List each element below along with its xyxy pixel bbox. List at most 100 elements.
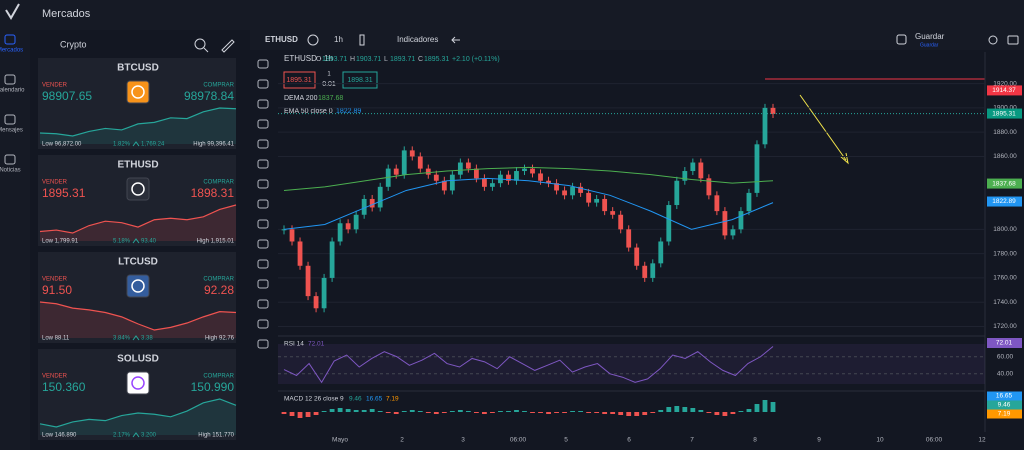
tool-icon[interactable] (257, 179, 269, 189)
macd-bar (482, 412, 487, 414)
tool-icon[interactable] (257, 259, 269, 269)
price-tag-label: 1837.68 (992, 180, 1016, 187)
tool-icon[interactable] (257, 159, 269, 169)
ohlc-value: 1893.71 (322, 56, 347, 63)
candle (746, 192, 752, 212)
macd-bar (337, 408, 343, 412)
nav-icon[interactable] (4, 154, 16, 165)
macd-bar (674, 406, 680, 412)
x-tick-label: 06:00 (510, 437, 527, 444)
buy-price[interactable]: 150.990 (191, 380, 235, 394)
edit-icon[interactable] (221, 39, 235, 53)
sparkline (39, 204, 237, 234)
tool-icon[interactable] (257, 339, 269, 349)
settings-icon[interactable] (988, 35, 998, 45)
macd-bar (626, 412, 632, 416)
candle (770, 107, 776, 114)
add-symbol[interactable] (307, 34, 319, 46)
coin-logo-mark (131, 85, 145, 99)
candle (490, 183, 495, 187)
change: 3.84% (113, 336, 131, 342)
layout-icon[interactable] (896, 34, 907, 45)
watchlist-category[interactable]: Crypto (60, 39, 87, 49)
card-symbol: SOLUSD (117, 354, 159, 365)
macd-bar (329, 409, 335, 412)
nav-icon[interactable] (4, 114, 16, 125)
toolbar-interval[interactable]: 1h (334, 35, 343, 44)
macd-bar (618, 412, 624, 415)
buy-box[interactable] (342, 71, 378, 89)
buy-price[interactable]: 92.28 (204, 283, 234, 297)
nav-icon[interactable] (4, 74, 16, 85)
nav-label[interactable]: Mercados (0, 48, 23, 54)
price-tag (987, 178, 1022, 189)
macd-bar (369, 409, 375, 412)
macd-bar (345, 409, 351, 412)
y-tick-label: 1720.00 (993, 323, 1017, 330)
tool-icon[interactable] (257, 99, 269, 109)
change-arrow (132, 238, 140, 244)
tool-icon[interactable] (257, 199, 269, 209)
nav-label[interactable]: Noticias (0, 168, 21, 174)
macd-bar (578, 411, 584, 412)
nav-icon[interactable] (4, 34, 16, 45)
tool-icon[interactable] (257, 239, 269, 249)
tool-icon[interactable] (257, 79, 269, 89)
sell-price[interactable]: 1895.31 (42, 186, 86, 200)
buy-price[interactable]: 1898.31 (191, 186, 235, 200)
ema-name: EMA 50 close 0 (284, 108, 333, 115)
macd-bar (449, 411, 455, 412)
sell-box[interactable] (283, 71, 316, 89)
candle (329, 241, 335, 278)
x-tick-label: 5 (564, 437, 568, 444)
coin-logo (126, 80, 150, 104)
macd-bar (746, 409, 752, 412)
nav-label[interactable]: Mensajes (0, 128, 23, 134)
nav-label[interactable]: Calendario (0, 88, 25, 94)
buy-price[interactable]: 98978.84 (184, 89, 234, 103)
candle (658, 241, 664, 264)
macd-bar (546, 412, 551, 414)
low: Low 88.11 (42, 336, 70, 342)
candle-type-icon[interactable] (359, 34, 365, 46)
tool-icon[interactable] (257, 279, 269, 289)
rsi-tick-label: 40.00 (997, 371, 1014, 378)
change-abs: 93.40 (141, 239, 157, 245)
coin-logo (126, 274, 150, 298)
sell-price[interactable]: 150.360 (42, 380, 86, 394)
tool-icon[interactable] (257, 59, 269, 69)
macd-tag-label: 7.19 (998, 411, 1011, 418)
candle (650, 263, 656, 278)
candle (722, 211, 728, 236)
toolbar-symbol[interactable]: ETHUSD (265, 35, 298, 44)
undo-icon[interactable] (451, 36, 460, 44)
candle (369, 198, 375, 208)
candle (281, 229, 287, 231)
buy-box-text[interactable]: 1898.31 (347, 77, 372, 84)
sell-price[interactable]: 98907.65 (42, 89, 92, 103)
macd-name: MACD 12 26 close 9 (284, 396, 344, 403)
logo (5, 3, 20, 20)
macd-bar (490, 412, 495, 413)
tool-icon[interactable] (257, 299, 269, 309)
camera-icon[interactable] (1007, 35, 1019, 45)
change: 5.18% (113, 239, 131, 245)
macd-bar (393, 412, 399, 414)
candle (305, 265, 311, 297)
tool-icon[interactable] (257, 119, 269, 129)
candle (762, 107, 768, 145)
coin-logo-mark (131, 182, 145, 196)
ema-line (283, 177, 774, 230)
macd-bar (602, 412, 608, 414)
tool-icon[interactable] (257, 319, 269, 329)
save-button[interactable]: Guardar (915, 32, 945, 41)
sell-box-text[interactable]: 1895.31 (286, 77, 311, 84)
sell-price[interactable]: 91.50 (42, 283, 72, 297)
nav-bar (0, 30, 30, 450)
tool-icon[interactable] (257, 219, 269, 229)
search-icon[interactable] (194, 38, 206, 50)
toolbar-indicators[interactable]: Indicadores (397, 35, 438, 44)
macd-bar (417, 411, 423, 412)
card-symbol: LTCUSD (118, 257, 158, 268)
tool-icon[interactable] (257, 139, 269, 149)
